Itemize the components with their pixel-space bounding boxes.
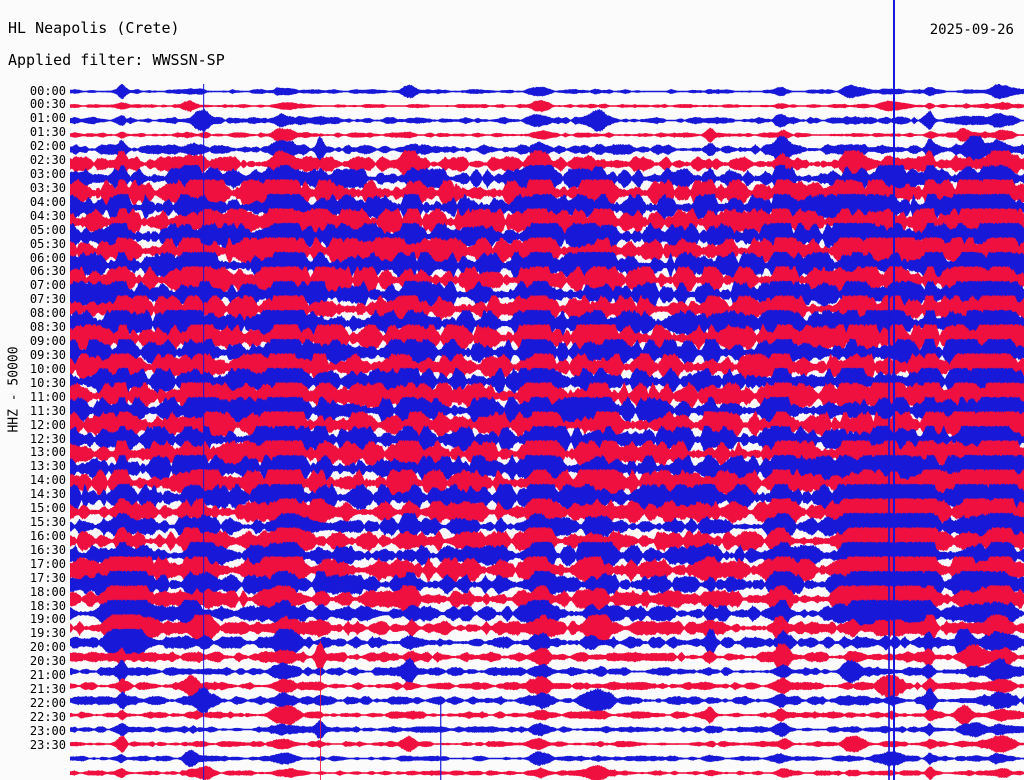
time-tick-label: 13:30 — [29, 459, 66, 474]
trace-row — [70, 99, 1024, 113]
time-tick-label: 18:00 — [29, 584, 66, 599]
time-tick-label: 19:00 — [29, 612, 66, 627]
time-tick-label: 08:00 — [29, 306, 66, 321]
trace-row — [70, 108, 1024, 133]
time-tick-label: 03:30 — [29, 180, 66, 195]
event-spike — [320, 640, 321, 780]
trace-row — [70, 84, 1024, 100]
time-tick-label: 20:30 — [29, 654, 66, 669]
time-tick-label: 13:00 — [29, 445, 66, 460]
time-tick-label: 20:00 — [29, 640, 66, 655]
event-spike — [203, 84, 205, 780]
time-tick-label: 14:30 — [29, 487, 66, 502]
time-tick-label: 17:00 — [29, 556, 66, 571]
time-tick-label: 12:30 — [29, 431, 66, 446]
time-tick-label: 01:00 — [29, 111, 66, 126]
time-tick-label: 11:30 — [29, 403, 66, 418]
time-tick-label: 10:30 — [29, 375, 66, 390]
trace-row — [70, 764, 1024, 780]
time-tick-label: 15:00 — [29, 501, 66, 516]
time-tick-label: 19:30 — [29, 626, 66, 641]
time-tick-label: 04:00 — [29, 194, 66, 209]
time-tick-label: 07:30 — [29, 292, 66, 307]
helicorder-plot — [70, 84, 1024, 780]
time-tick-label: 18:30 — [29, 598, 66, 613]
time-tick-label: 00:00 — [29, 83, 66, 98]
event-spike — [440, 696, 442, 780]
time-tick-label: 15:30 — [29, 515, 66, 530]
time-tick-label: 09:00 — [29, 334, 66, 349]
time-tick-label: 02:00 — [29, 139, 66, 154]
time-tick-label: 14:00 — [29, 473, 66, 488]
time-tick-label: 00:30 — [29, 97, 66, 112]
time-tick-label: 23:00 — [29, 723, 66, 738]
time-tick-label: 07:00 — [29, 278, 66, 293]
time-tick-label: 16:30 — [29, 542, 66, 557]
time-tick-label: 21:30 — [29, 682, 66, 697]
seismic-traces — [70, 84, 1024, 780]
time-tick-label: 01:30 — [29, 125, 66, 140]
time-tick-label: 22:30 — [29, 709, 66, 724]
time-tick-label: 11:00 — [29, 389, 66, 404]
time-tick-label: 06:30 — [29, 264, 66, 279]
event-spike — [888, 292, 890, 780]
time-tick-label: 16:00 — [29, 528, 66, 543]
time-tick-label: 17:30 — [29, 570, 66, 585]
trace-row — [70, 135, 1024, 164]
time-tick-label: 09:30 — [29, 347, 66, 362]
time-tick-label: 08:30 — [29, 320, 66, 335]
time-tick-label: 04:30 — [29, 208, 66, 223]
time-tick-label: 12:00 — [29, 417, 66, 432]
time-tick-label: 10:00 — [29, 361, 66, 376]
time-tick-label: 02:30 — [29, 153, 66, 168]
time-tick-label: 05:00 — [29, 222, 66, 237]
trace-row — [70, 749, 1024, 768]
page-title: HL Neapolis (Crete) — [8, 19, 180, 37]
time-axis: 00:00 00:30 01:00 01:30 02:00 02:30 03:00 03:30… — [0, 0, 70, 780]
trace-row — [70, 734, 1024, 754]
trace-row — [70, 704, 1024, 726]
trace-row — [70, 643, 1024, 671]
time-tick-label: 22:00 — [29, 695, 66, 710]
trace-row — [70, 673, 1024, 699]
time-tick-label: 06:00 — [29, 250, 66, 265]
time-tick-label: 23:30 — [29, 737, 66, 752]
time-tick-label: 21:00 — [29, 668, 66, 683]
time-tick-label: 05:30 — [29, 236, 66, 251]
trace-row — [70, 599, 1024, 628]
time-tick-label: 03:00 — [29, 167, 66, 182]
trace-row — [70, 657, 1024, 686]
applied-filter-label: Applied filter: WWSSN-SP — [8, 51, 225, 69]
date-label: 2025-09-26 — [929, 22, 1014, 38]
trace-row — [70, 719, 1024, 740]
time-marker-line — [893, 0, 895, 780]
trace-row — [70, 686, 1024, 715]
